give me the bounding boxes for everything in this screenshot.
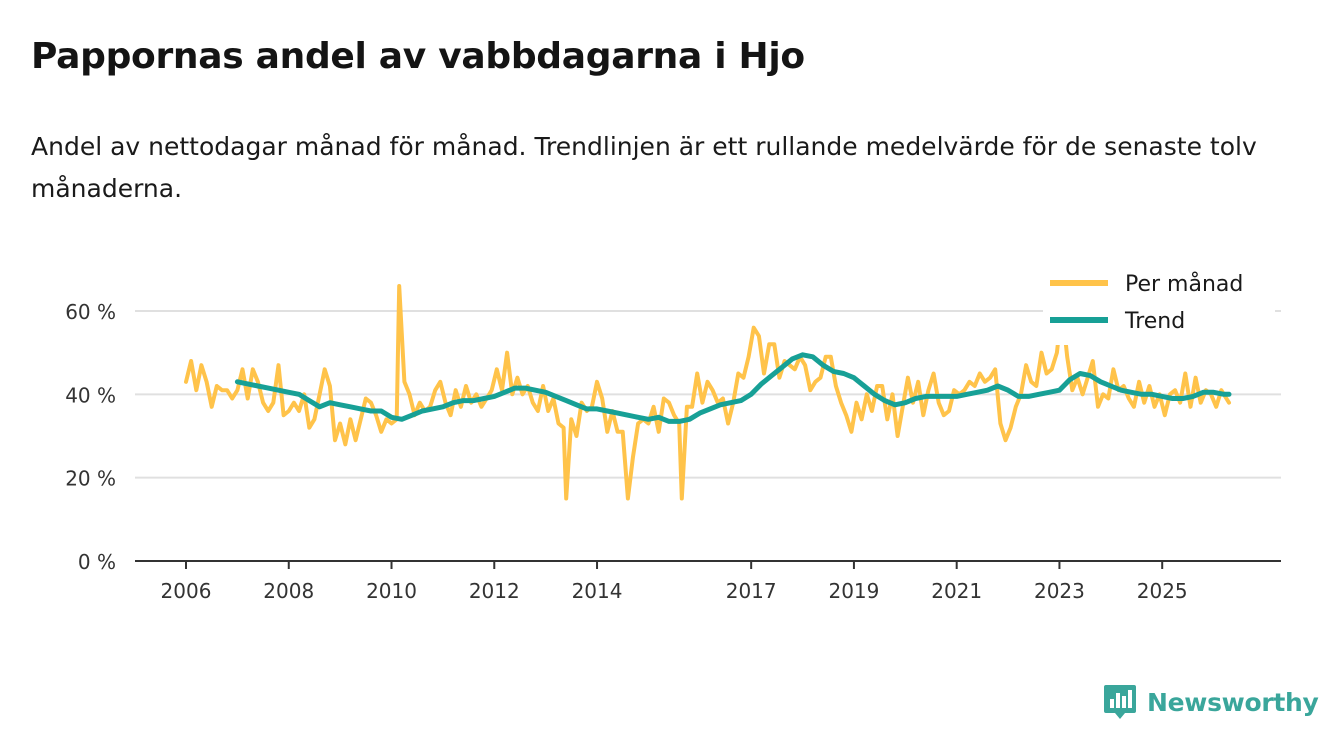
x-tick-label: 2008 xyxy=(263,579,314,603)
x-tick-label: 2010 xyxy=(366,579,417,603)
legend-label: Per månad xyxy=(1125,271,1243,297)
y-tick-label: 20 % xyxy=(65,467,116,491)
x-tick-label: 2023 xyxy=(1034,579,1085,603)
x-tick-label: 2014 xyxy=(572,579,623,603)
x-tick-label: 2017 xyxy=(726,579,777,603)
legend-background xyxy=(1043,263,1275,345)
x-tick-label: 2019 xyxy=(828,579,879,603)
bar-chart-logo-icon xyxy=(1104,685,1136,719)
y-tick-label: 40 % xyxy=(65,383,116,407)
legend-label: Trend xyxy=(1124,309,1185,334)
chart-subtitle: Andel av nettodagar månad för månad. Tre… xyxy=(31,132,1257,203)
brand-logo[interactable]: Newsworthy xyxy=(1103,683,1319,721)
axes: 0 % 20 % 40 % 60 % 2006 2008 2010 2012 2014 2017 2… xyxy=(65,300,1281,603)
brand-name: Newsworthy xyxy=(1147,687,1319,717)
series-line-monthly xyxy=(184,284,1231,501)
x-tick-label: 2006 xyxy=(161,579,212,603)
legend: Per månad Trend xyxy=(1043,263,1275,345)
y-tick-label: 60 % xyxy=(65,300,116,324)
chart-title: Pappornas andel av vabbdagarna i Hjo xyxy=(31,36,805,77)
series-line-trend xyxy=(234,352,1232,424)
x-tick-label: 2025 xyxy=(1137,579,1188,603)
x-tick-label: 2021 xyxy=(931,579,982,603)
y-tick-label: 0 % xyxy=(78,550,116,574)
x-tick-label: 2012 xyxy=(469,579,520,603)
series-lines xyxy=(184,284,1232,501)
